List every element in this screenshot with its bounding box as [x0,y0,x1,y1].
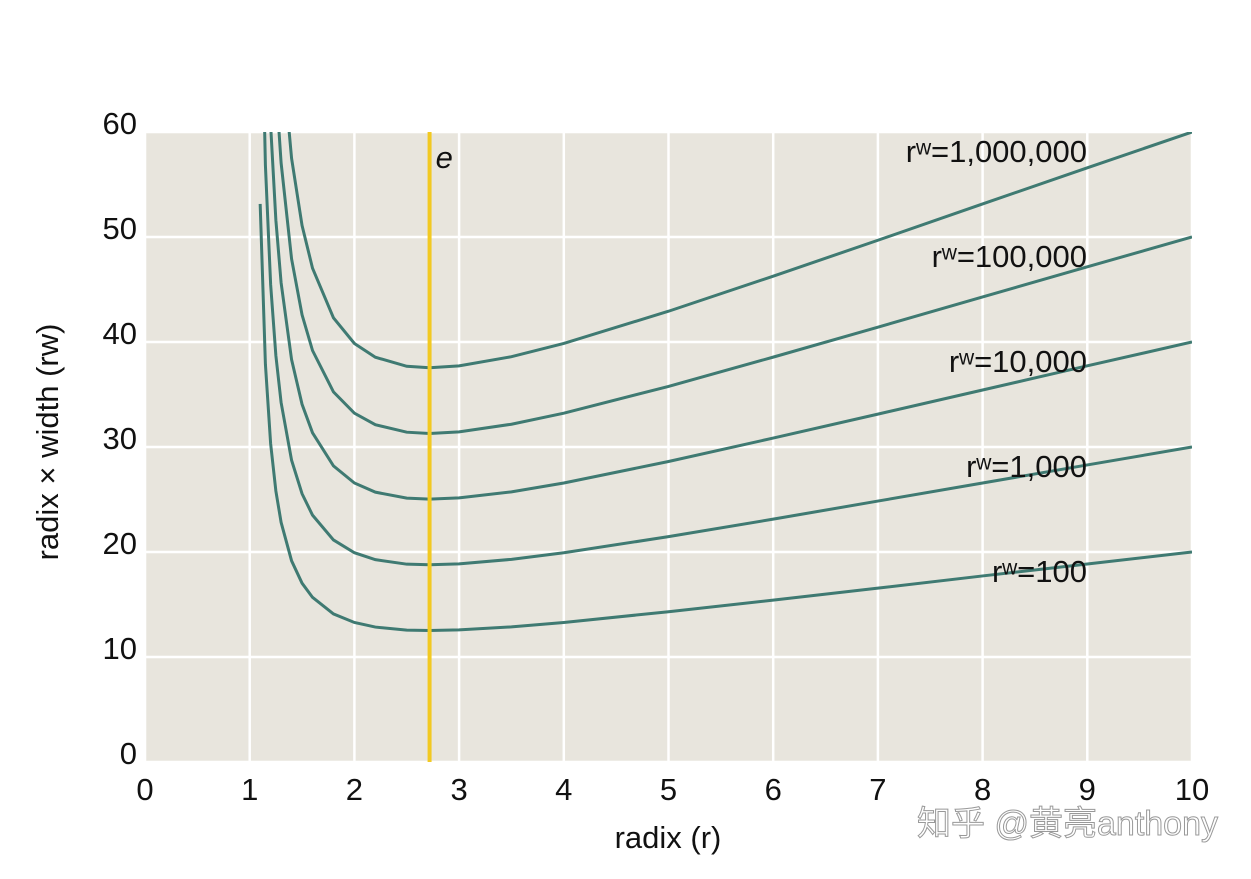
watermark: 知乎 @黄亮anthony [917,805,1218,843]
x-tick-label: 8 [974,772,991,807]
x-tick-label: 9 [1079,772,1096,807]
series-label: rʷ=100 [992,554,1087,589]
x-tick-label: 10 [1175,772,1209,807]
y-tick-label: 40 [103,316,137,351]
series-line [269,132,1192,501]
series-line [287,132,1192,370]
series-label: rʷ=10,000 [949,344,1087,379]
x-axis-label: radix (r) [615,820,722,855]
series-line [277,132,1192,435]
series-label: rʷ=1,000,000 [906,134,1087,169]
y-tick-label: 10 [103,631,137,666]
y-tick-label: 50 [103,211,137,246]
reference-label: e [436,140,453,175]
x-tick-label: 2 [346,772,363,807]
series-label: rʷ=100,000 [932,239,1087,274]
series-line [258,203,1192,633]
y-tick-label: 30 [103,421,137,456]
x-tick-label: 7 [869,772,886,807]
x-tick-label: 3 [450,772,467,807]
x-tick-label: 1 [241,772,258,807]
series-line [263,132,1192,567]
x-tick-label: 6 [765,772,782,807]
x-tick-label: 4 [555,772,572,807]
series-label: rʷ=1,000 [966,449,1087,484]
x-tick-label: 0 [136,772,153,807]
y-axis-label: radix × width (rw) [30,324,65,561]
y-tick-label: 20 [103,526,137,561]
y-tick-label: 60 [103,106,137,141]
y-tick-label: 0 [120,736,137,771]
x-tick-label: 5 [660,772,677,807]
plot-area [258,132,1192,762]
